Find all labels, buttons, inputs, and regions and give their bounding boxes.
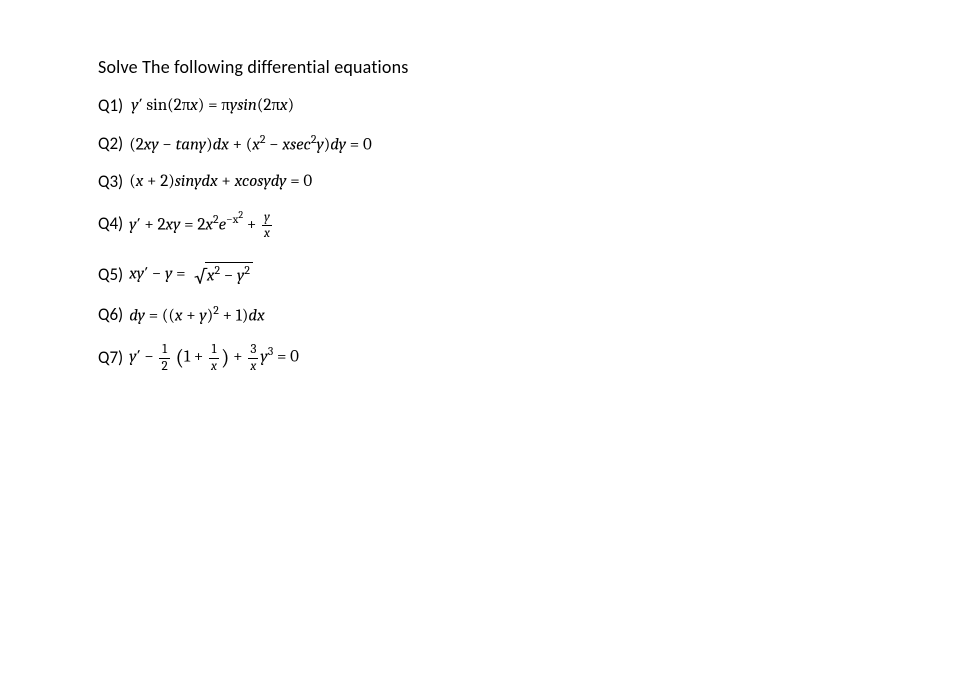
q1-label: Q1): [98, 96, 123, 116]
q3-equation: (x + 2)sinydx + xcosydy = 0: [129, 172, 312, 192]
q7-fraction-1: 1 2: [159, 343, 169, 373]
q7-frac1-num: 1: [159, 343, 169, 357]
q4-frac-den: x: [262, 225, 272, 240]
q6-label: Q6): [98, 305, 123, 325]
q4-label: Q4): [98, 214, 123, 234]
equation-row-q2: Q2) (2xy − tany)dx + (x2 − xsec2y)dy = 0: [98, 132, 968, 156]
equation-row-q5: Q5) xy′ − y = √ x2 − y2: [98, 262, 968, 287]
q7-frac2-den: x: [209, 358, 219, 373]
q7-frac3-num: 3: [248, 343, 258, 357]
q7-frac3-den: x: [248, 358, 258, 373]
q7-fraction-3: 3 x: [248, 343, 258, 373]
q2-label: Q2): [98, 134, 123, 154]
q5-sqrt: √ x2 − y2: [194, 262, 253, 287]
q2-equation: (2xy − tany)dx + (x2 − xsec2y)dy = 0: [129, 132, 372, 156]
q7-frac1-den: 2: [159, 358, 169, 373]
q4-frac-num: y: [262, 211, 272, 225]
equation-row-q1: Q1) y′ sin(2πx) = πysin(2πx): [98, 96, 968, 116]
q1-equation: y′ sin(2πx) = πysin(2πx): [131, 96, 294, 116]
q5-equation: xy′ − y = √ x2 − y2: [129, 262, 254, 287]
q3-label: Q3): [98, 172, 123, 192]
q6-equation: dy = ((x + y)2 + 1)dx: [129, 303, 264, 327]
equation-row-q3: Q3) (x + 2)sinydx + xcosydy = 0: [98, 172, 968, 192]
page-title: Solve The following differential equatio…: [98, 56, 968, 78]
equation-row-q4: Q4) y′ + 2xy = 2x2e−x2 + y x: [98, 209, 968, 240]
equation-row-q7: Q7) y′ − 1 2 (1 + 1 x ) + 3 x y3 = 0: [98, 343, 968, 373]
q4-fraction: y x: [262, 211, 272, 241]
document-page: Solve The following differential equatio…: [0, 0, 968, 373]
q7-fraction-2: 1 x: [209, 343, 219, 373]
q7-label: Q7): [98, 348, 123, 368]
q4-equation: y′ + 2xy = 2x2e−x2 + y x: [129, 209, 274, 240]
equation-row-q6: Q6) dy = ((x + y)2 + 1)dx: [98, 303, 968, 327]
q5-label: Q5): [98, 265, 123, 285]
q7-frac2-num: 1: [209, 343, 219, 357]
q7-equation: y′ − 1 2 (1 + 1 x ) + 3 x y3 = 0: [129, 343, 299, 373]
